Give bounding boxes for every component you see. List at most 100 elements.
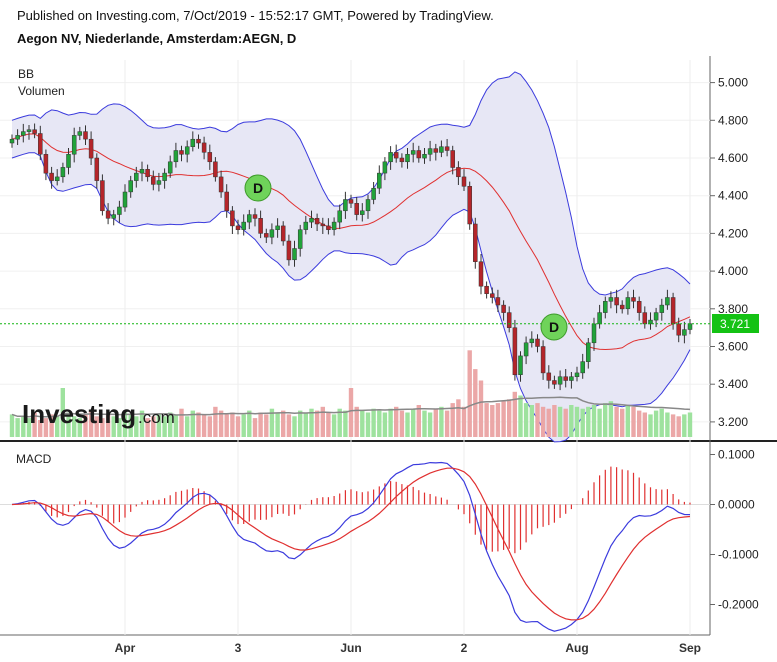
candle-body [642, 312, 648, 325]
candle [280, 221, 286, 246]
chart-title: Aegon NV, Niederlande, Amsterdam:AEGN, D [17, 31, 297, 46]
candle-body [467, 186, 472, 225]
volume-bar [603, 403, 608, 437]
candle [636, 296, 642, 321]
volume-bar [529, 405, 534, 437]
volume-bar [286, 414, 292, 437]
y-tick-label: 4.200 [718, 226, 748, 240]
volume-bar [145, 418, 150, 437]
volume-bar [444, 410, 450, 437]
bb-label: BB [18, 67, 34, 81]
candle-body [348, 199, 354, 204]
candle [495, 289, 501, 312]
volume-bar [467, 350, 472, 437]
candle-body [433, 148, 439, 153]
volume-bar [105, 414, 111, 437]
candle [501, 300, 506, 321]
volume-bar [456, 399, 461, 437]
candle-body [529, 338, 535, 344]
candle [252, 208, 258, 227]
candle [523, 336, 529, 365]
candle-body [190, 138, 196, 147]
candle-body [410, 150, 416, 155]
candle-body [275, 225, 280, 230]
volume-bar [134, 416, 139, 437]
volume-bar [269, 408, 275, 437]
candle-body [122, 191, 128, 208]
candle [506, 306, 512, 333]
candle [224, 184, 229, 218]
candle-body [156, 180, 162, 185]
x-tick-label: Sep [679, 641, 701, 655]
candle-body [145, 169, 150, 178]
bb-middle-line [11, 133, 691, 351]
candle-body [32, 129, 37, 134]
candle [529, 331, 535, 348]
candle-body [416, 150, 422, 159]
candle-body [224, 191, 229, 212]
y-tick-label: 4.800 [718, 113, 748, 127]
macd-pane[interactable] [0, 461, 710, 632]
candle-body [26, 129, 32, 132]
candle [665, 289, 670, 310]
volume-bar [625, 405, 630, 437]
candle-body [247, 214, 252, 223]
candle-body [173, 150, 179, 163]
volume-bar [32, 412, 37, 437]
candle [258, 210, 263, 239]
candle [66, 148, 71, 175]
signal-d-1[interactable]: D [244, 174, 272, 202]
price-pane[interactable] [0, 71, 710, 443]
candle-body [309, 218, 314, 223]
candle [343, 191, 348, 219]
candle [213, 157, 218, 182]
candle-body [303, 221, 309, 230]
signal-d-2[interactable]: D [540, 313, 568, 341]
macd-signal-line [11, 467, 691, 621]
candle-body [269, 229, 275, 238]
candle-body [71, 135, 77, 155]
published-info: Published on Investing.com, 7/Oct/2019 -… [17, 8, 494, 23]
candle-body [201, 142, 207, 153]
candle-body [139, 169, 145, 174]
candle [100, 174, 105, 216]
candle [648, 312, 653, 330]
candle [111, 209, 116, 226]
candle [71, 127, 77, 163]
candle-body [427, 148, 433, 155]
volume-bar [676, 416, 681, 437]
volume-bar [665, 412, 670, 437]
candle [201, 136, 207, 160]
candle [247, 209, 252, 230]
candle [139, 161, 145, 182]
candle [393, 144, 399, 163]
volume-bar [523, 403, 529, 437]
candle-body [608, 297, 614, 302]
candle-body [60, 167, 66, 178]
candle-body [111, 214, 116, 219]
y-tick-label: 3.200 [718, 415, 748, 429]
candle [631, 289, 636, 309]
volume-bar [21, 416, 26, 437]
volume-bar [382, 412, 388, 437]
candle [275, 218, 280, 238]
candle [682, 321, 687, 344]
candle-body [83, 131, 88, 140]
candle-body [444, 146, 450, 151]
candle [405, 148, 410, 169]
volume-bar [591, 405, 597, 437]
candle-body [117, 206, 122, 215]
volume-bar [518, 395, 523, 437]
price-badge: 3.721 [712, 314, 759, 333]
candle-body [94, 157, 100, 181]
candle [450, 145, 455, 175]
volume-bar [139, 410, 145, 437]
candle-body [597, 312, 602, 325]
volume-bar [88, 410, 94, 437]
candle [9, 134, 15, 148]
volume-bar [275, 412, 280, 437]
candle [105, 203, 111, 225]
candle [512, 319, 518, 381]
candle [145, 164, 150, 182]
